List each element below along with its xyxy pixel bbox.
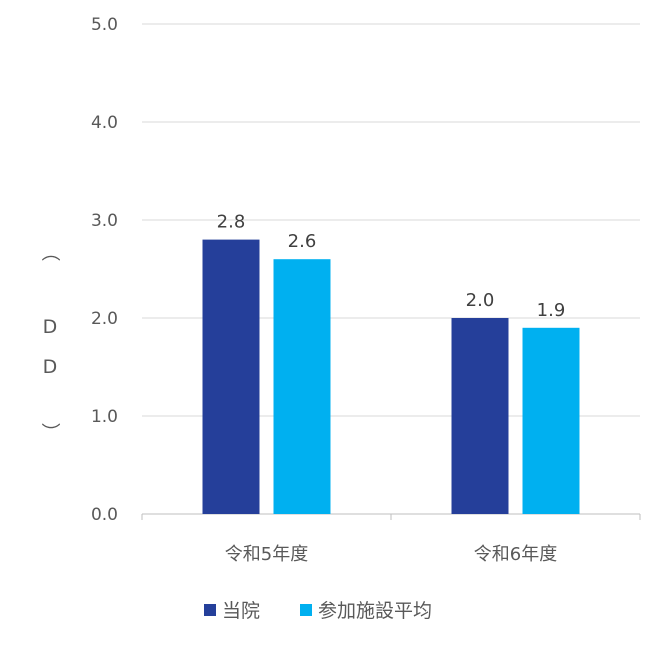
bar-average [522, 327, 580, 514]
y-axis-label: （ [39, 242, 61, 261]
legend-label: 当院 [222, 600, 260, 622]
y-tick-label: 5.0 [91, 15, 118, 35]
y-axis-label: D [43, 356, 58, 378]
data-label: 2.8 [217, 212, 246, 233]
legend-swatch [300, 604, 312, 616]
y-axis-label: D [43, 316, 58, 338]
bar-hospital [451, 318, 509, 514]
y-tick-label: 2.0 [91, 309, 118, 329]
y-tick-label: 1.0 [91, 407, 118, 427]
data-label: 2.0 [466, 290, 495, 311]
bar-hospital [202, 239, 260, 514]
legend-label: 参加施設平均 [318, 600, 432, 622]
legend-swatch [204, 604, 216, 616]
x-category-label: 令和5年度 [225, 544, 308, 565]
y-axis-label: ） [39, 422, 61, 441]
bar-average [273, 259, 331, 514]
data-label: 2.6 [288, 231, 317, 252]
x-category-label: 令和6年度 [474, 544, 557, 565]
y-tick-label: 3.0 [91, 211, 118, 231]
y-tick-label: 4.0 [91, 113, 118, 133]
y-tick-label: 0.0 [91, 505, 118, 525]
data-label: 1.9 [537, 300, 566, 321]
